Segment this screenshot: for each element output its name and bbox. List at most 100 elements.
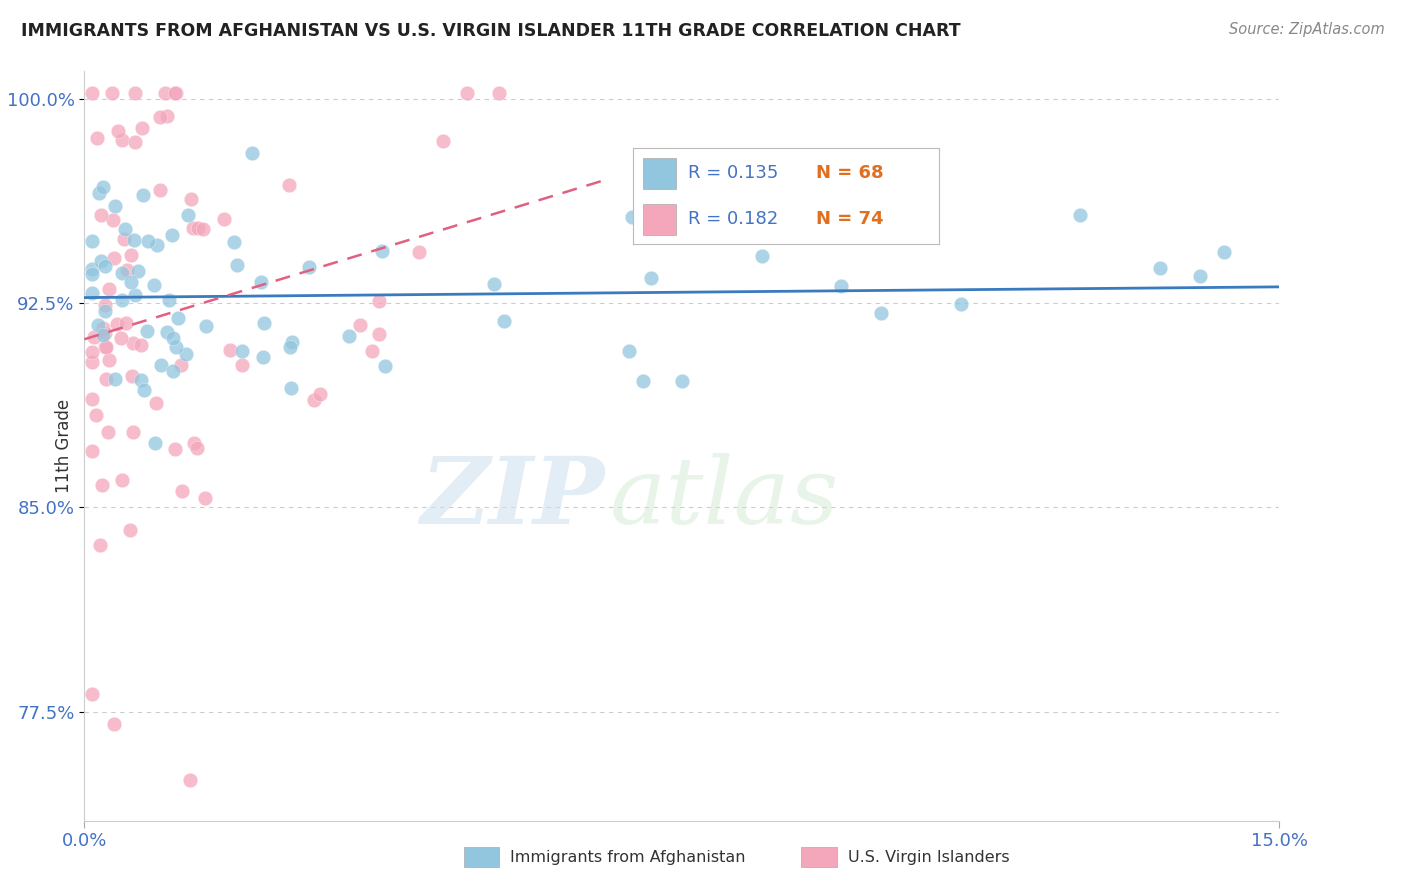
Point (91, 320, 114, 334)
Point (302, 392, 325, 407)
Point (146, 237, 169, 252)
Point (132, 187, 155, 202)
Point (281, 334, 304, 349)
Point (136, 324, 159, 338)
Point (90, 254, 112, 268)
Text: U.S. Virgin Islanders: U.S. Virgin Islanders (848, 850, 1010, 864)
Point (482, 277, 505, 291)
Point (82, 687, 104, 701)
Point (157, 293, 180, 308)
Point (156, 109, 179, 123)
Point (195, 318, 218, 333)
Point (124, 135, 146, 149)
Point (830, 279, 852, 293)
Point (86, 318, 108, 332)
Point (127, 264, 149, 278)
Point (115, 316, 138, 330)
Point (308, 386, 330, 401)
Point (111, 293, 134, 308)
Point (242, 146, 264, 161)
Point (120, 275, 142, 289)
Point (620, 210, 643, 224)
Point (103, 717, 125, 731)
Point (87, 186, 110, 201)
Point (160, 227, 183, 242)
Point (82, 286, 104, 301)
Point (488, 86, 510, 100)
Bar (643, 204, 676, 235)
Point (114, 232, 136, 246)
Point (98, 353, 121, 368)
Point (82, 235, 104, 249)
Point (337, 329, 360, 343)
Text: Immigrants from Afghanistan: Immigrants from Afghanistan (510, 850, 745, 864)
Point (278, 178, 301, 192)
Point (166, 310, 188, 325)
Point (82, 345, 104, 359)
Text: IMMIGRANTS FROM AFGHANISTAN VS U.S. VIRGIN ISLANDER 11TH GRADE CORRELATION CHART: IMMIGRANTS FROM AFGHANISTAN VS U.S. VIRG… (21, 22, 960, 40)
Point (163, 442, 186, 456)
Point (132, 383, 155, 397)
Point (121, 336, 143, 351)
Point (252, 317, 274, 331)
Point (432, 134, 454, 148)
Point (110, 331, 132, 345)
Point (349, 318, 371, 332)
Point (86, 130, 108, 145)
Point (165, 340, 187, 354)
Point (179, 772, 201, 787)
Point (82, 86, 104, 100)
Point (298, 260, 321, 274)
Point (149, 183, 172, 197)
Point (143, 436, 166, 450)
Point (111, 267, 134, 281)
Point (94, 303, 117, 318)
Point (149, 111, 172, 125)
Point (280, 380, 302, 394)
Point (492, 314, 515, 328)
Point (156, 325, 179, 339)
Point (170, 359, 193, 373)
Point (186, 441, 208, 455)
Point (374, 359, 396, 374)
Point (105, 317, 128, 331)
Point (131, 120, 153, 135)
Point (408, 244, 430, 259)
Point (250, 275, 273, 289)
Point (170, 483, 193, 498)
Point (231, 344, 253, 359)
Point (94, 372, 117, 386)
Point (212, 212, 235, 227)
Point (252, 350, 274, 364)
Point (104, 372, 127, 386)
Point (82, 354, 104, 368)
Point (104, 199, 127, 213)
Point (93, 327, 115, 342)
Text: ZIP: ZIP (420, 453, 605, 543)
Point (219, 343, 242, 357)
Point (183, 436, 205, 450)
Point (163, 86, 186, 100)
Point (181, 220, 204, 235)
Point (180, 192, 202, 206)
Point (93, 260, 115, 274)
Point (1069, 208, 1091, 222)
Point (949, 297, 972, 311)
Point (111, 473, 134, 487)
Bar (643, 158, 676, 188)
Point (222, 235, 245, 249)
Point (121, 369, 143, 384)
Point (174, 347, 197, 361)
Point (82, 267, 104, 281)
Point (870, 306, 893, 320)
Point (194, 491, 217, 505)
Point (231, 358, 253, 372)
Point (145, 396, 167, 410)
Point (122, 425, 145, 440)
Point (136, 234, 159, 248)
Point (90, 208, 112, 222)
Point (617, 343, 640, 358)
Point (149, 358, 172, 372)
Text: atlas: atlas (610, 453, 839, 543)
Point (101, 213, 124, 227)
